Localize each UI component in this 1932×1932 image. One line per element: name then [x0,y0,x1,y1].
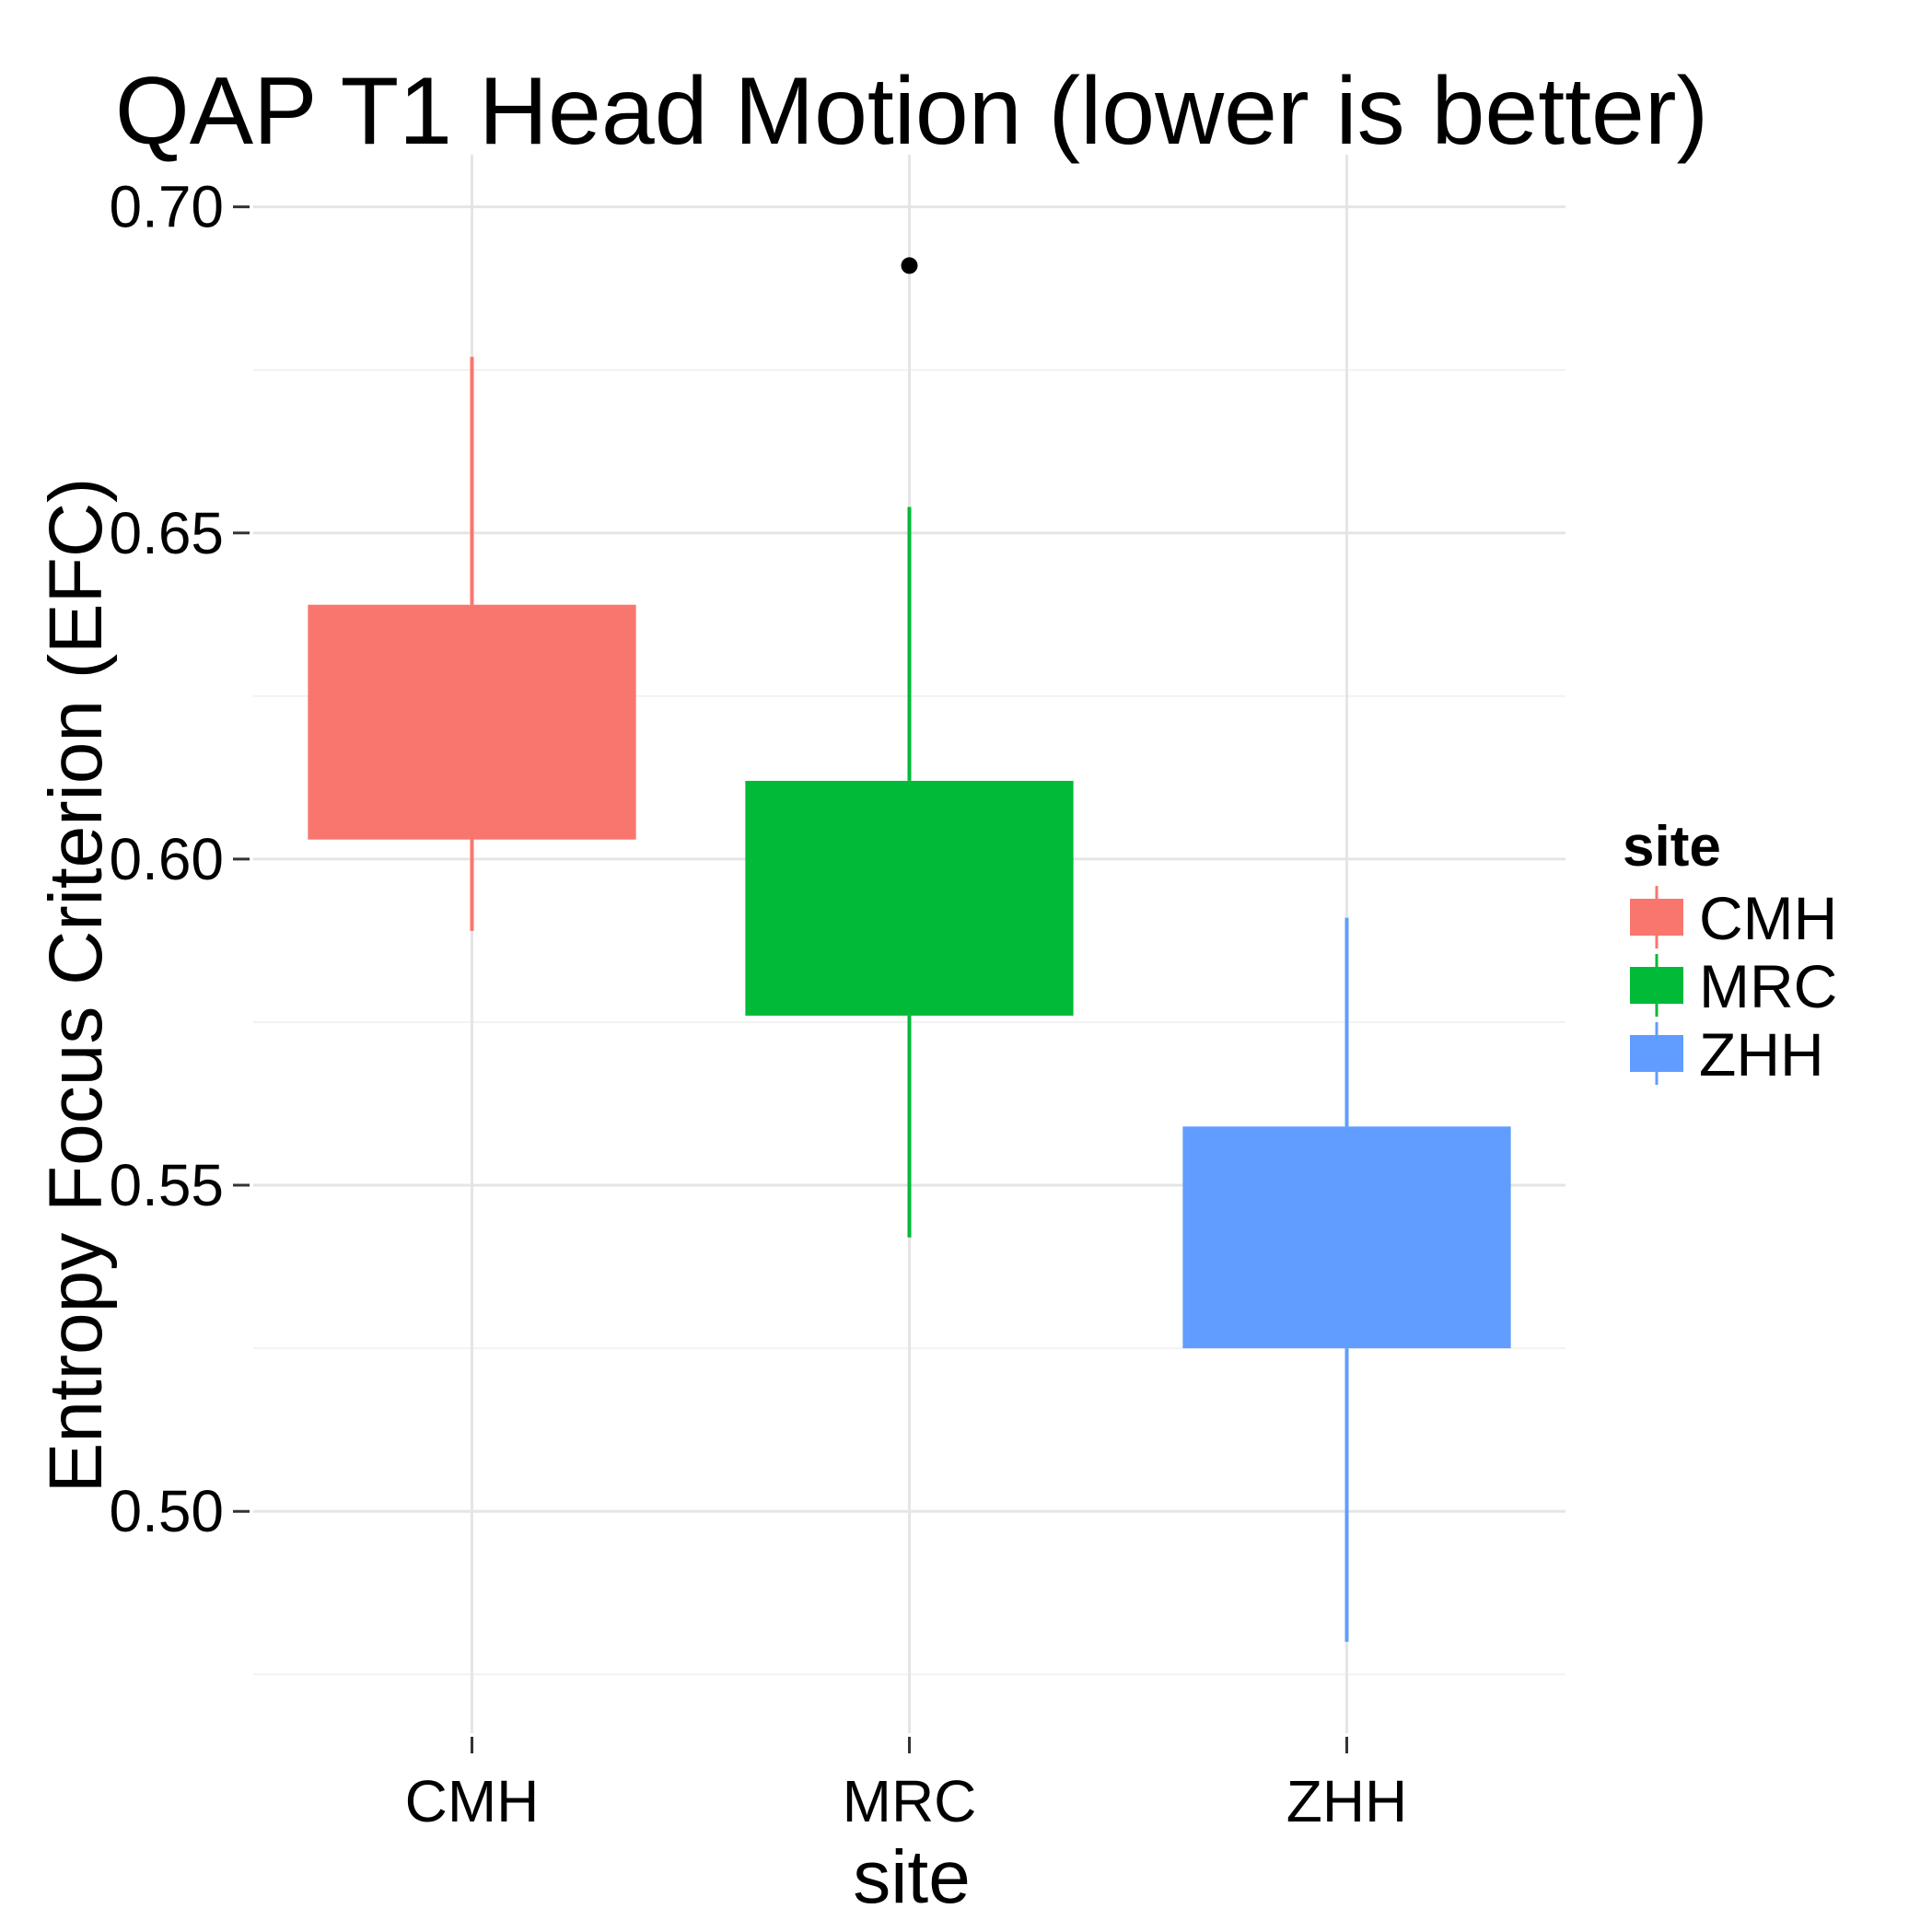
y-axis: 0.50 0.55 0.60 0.65 0.70 [109,174,250,1544]
x-tick-label: ZHH [1286,1768,1408,1834]
box-body [308,604,636,840]
legend-title: site [1623,815,1721,879]
box-cmh [308,356,636,931]
legend-key [1630,899,1683,936]
box-mrc [745,257,1074,1238]
legend-label: CMH [1699,884,1837,952]
box-body [1182,1126,1511,1349]
legend-label: ZHH [1699,1020,1824,1088]
box-body [745,780,1074,1016]
y-tick-label: 0.50 [109,1478,224,1544]
boxes [308,257,1511,1642]
y-axis-title: Entropy Focus Criterion (EFC) [34,478,118,1494]
y-tick-label: 0.65 [109,500,224,566]
x-tick-label: CMH [405,1768,540,1834]
x-axis: CMH MRC ZHH [405,1737,1408,1834]
y-tick-label: 0.70 [109,174,224,240]
legend-item-mrc: MRC [1630,952,1837,1020]
outlier-point [901,257,918,274]
x-axis-title: site [853,1835,971,1919]
chart-title: QAP T1 Head Motion (lower is better) [115,58,1708,165]
legend-key [1630,967,1683,1004]
legend-item-zhh: ZHH [1630,1020,1824,1088]
legend-label: MRC [1699,952,1837,1020]
x-tick-label: MRC [843,1768,977,1834]
legend-key [1630,1035,1683,1072]
y-tick-label: 0.55 [109,1152,224,1218]
box-zhh [1182,917,1511,1642]
y-tick-label: 0.60 [109,826,224,892]
legend-item-cmh: CMH [1630,884,1837,952]
